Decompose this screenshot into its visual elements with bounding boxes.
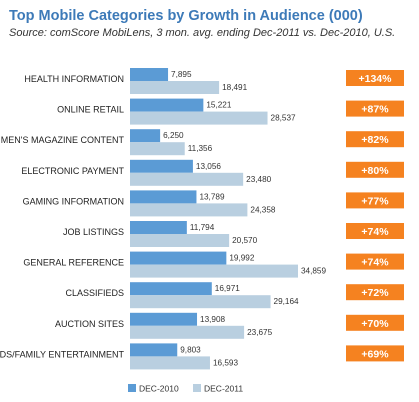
value-label-dec-2010: 15,221: [206, 101, 231, 110]
chart-subtitle: Source: comScore MobiLens, 3 mon. avg. e…: [9, 27, 396, 39]
growth-badge-label: +87%: [361, 104, 389, 116]
legend-swatch-dec-2010: [128, 384, 136, 392]
growth-badge-label: +77%: [361, 195, 389, 207]
bar-dec-2010: [130, 98, 204, 112]
bar-dec-2010: [130, 129, 161, 143]
bar-dec-2010: [130, 282, 212, 296]
bar-dec-2011: [130, 264, 298, 278]
value-label-dec-2010: 13,056: [196, 162, 221, 171]
growth-badge: [346, 345, 404, 362]
category-label: AUCTION SITES: [55, 319, 124, 329]
growth-badge-label: +70%: [361, 318, 389, 330]
growth-badge-label: +82%: [361, 134, 389, 146]
bar-dec-2011: [130, 111, 268, 125]
growth-badge: [346, 131, 404, 148]
value-label-dec-2010: 6,250: [163, 131, 184, 140]
growth-badge: [346, 70, 404, 86]
value-label-dec-2011: 28,537: [271, 114, 296, 123]
bar-dec-2011: [130, 295, 271, 309]
growth-badge-label: +69%: [361, 348, 389, 360]
growth-badge-label: +72%: [361, 287, 389, 299]
growth-badge-label: +80%: [361, 165, 389, 177]
value-label-dec-2010: 9,803: [180, 345, 201, 354]
value-label-dec-2011: 29,164: [274, 297, 299, 306]
legend-label-dec-2010: DEC-2010: [139, 384, 179, 394]
value-label-dec-2010: 11,794: [190, 223, 215, 232]
category-label: KIDS/FAMILY ENTERTAINMENT: [0, 349, 124, 359]
growth-badge-label: +74%: [361, 257, 389, 269]
bar-dec-2011: [130, 325, 245, 339]
value-label-dec-2011: 23,480: [246, 175, 271, 184]
growth-badge: [346, 161, 404, 178]
legend-swatch-dec-2011: [193, 384, 201, 392]
bar-dec-2010: [130, 221, 187, 234]
growth-badge-label: +134%: [359, 73, 393, 85]
value-label-dec-2011: 11,356: [188, 144, 213, 153]
value-label-dec-2011: 34,859: [301, 267, 326, 276]
growth-badge-label: +74%: [361, 226, 389, 238]
value-label-dec-2010: 16,971: [215, 284, 240, 293]
bar-dec-2011: [130, 142, 185, 156]
bar-dec-2010: [130, 190, 197, 204]
category-label: GAMING INFORMATION: [23, 196, 124, 206]
bar-dec-2011: [130, 234, 230, 247]
bar-dec-2010: [130, 343, 178, 357]
category-label: ELECTRONIC PAYMENT: [21, 166, 124, 176]
value-label-dec-2010: 13,908: [200, 315, 225, 324]
growth-badge: [346, 192, 404, 209]
category-label: JOB LISTINGS: [63, 227, 124, 237]
bar-dec-2010: [130, 68, 169, 81]
bar-dec-2011: [130, 356, 210, 370]
category-label: ONLINE RETAIL: [57, 105, 124, 115]
growth-badge: [346, 223, 404, 239]
value-label-dec-2011: 24,358: [250, 205, 275, 214]
bar-dec-2010: [130, 251, 227, 265]
bar-dec-2010: [130, 159, 193, 173]
growth-badge: [346, 253, 404, 270]
category-label: CLASSIFIEDS: [65, 288, 124, 298]
growth-badge: [346, 100, 404, 117]
category-label: GENERAL REFERENCE: [23, 258, 124, 268]
value-label-dec-2011: 20,570: [232, 236, 257, 245]
value-label-dec-2010: 19,992: [229, 254, 254, 263]
value-label-dec-2011: 18,491: [222, 83, 247, 92]
category-label: HEALTH INFORMATION: [24, 74, 124, 84]
bar-dec-2010: [130, 312, 198, 326]
chart-title: Top Mobile Categories by Growth in Audie…: [9, 8, 363, 24]
value-label-dec-2011: 23,675: [247, 328, 272, 337]
legend-label-dec-2011: DEC-2011: [204, 384, 243, 394]
value-label-dec-2010: 7,895: [171, 70, 192, 79]
bar-dec-2011: [130, 172, 244, 186]
growth-badge: [346, 284, 404, 301]
value-label-dec-2011: 16,593: [213, 358, 238, 367]
bar-dec-2011: [130, 81, 220, 94]
value-label-dec-2010: 13,789: [199, 192, 224, 201]
category-label: MEN'S MAGAZINE CONTENT: [1, 135, 125, 145]
growth-badge: [346, 314, 404, 331]
bar-dec-2011: [130, 203, 248, 217]
